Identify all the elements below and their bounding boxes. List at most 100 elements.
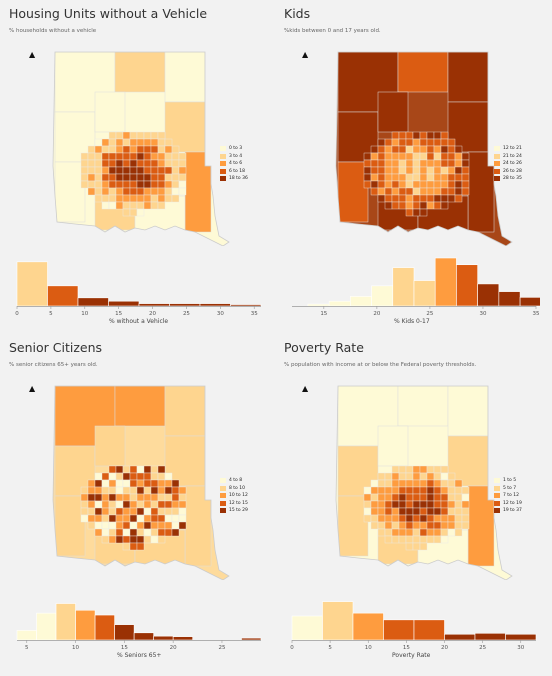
map-region[interactable] [115,479,124,488]
map-region[interactable] [122,166,131,175]
map-region[interactable] [391,152,400,161]
map-region[interactable] [419,208,428,217]
map-region[interactable] [426,486,435,495]
map-region[interactable] [405,152,414,161]
map-region[interactable] [122,528,131,537]
map-region[interactable] [419,500,428,509]
map-region[interactable] [80,507,89,516]
map-region[interactable] [143,507,152,516]
map-region[interactable] [94,180,103,189]
map-region[interactable] [101,479,110,488]
choropleth-map[interactable] [318,380,528,580]
map-region[interactable] [440,507,449,516]
map-region[interactable] [94,187,103,196]
map-region[interactable] [461,493,470,502]
map-region[interactable] [433,201,442,210]
map-region[interactable] [447,493,456,502]
map-region[interactable] [136,159,145,168]
map-region[interactable] [122,542,131,551]
map-region[interactable] [454,479,463,488]
map-region[interactable] [150,486,159,495]
map-region[interactable] [157,138,166,147]
map-region[interactable] [150,528,159,537]
map-region[interactable] [129,208,138,217]
map-region[interactable] [136,521,145,530]
map-region[interactable] [164,486,173,495]
map-region[interactable] [384,187,393,196]
map-region[interactable] [384,500,393,509]
map-region[interactable] [433,514,442,523]
map-region[interactable] [143,152,152,161]
map-region[interactable] [454,180,463,189]
map-region[interactable] [136,493,145,502]
map-region[interactable] [157,180,166,189]
map-region[interactable] [136,486,145,495]
map-region[interactable] [377,173,386,182]
map-region[interactable] [150,173,159,182]
map-region[interactable] [150,138,159,147]
map-region[interactable] [122,145,131,154]
map-region[interactable] [370,500,379,509]
map-region[interactable] [391,194,400,203]
map-region[interactable] [440,514,449,523]
map-region[interactable] [405,131,414,140]
map-region[interactable] [101,173,110,182]
map-region[interactable] [398,507,407,516]
choropleth-map[interactable] [318,46,528,246]
map-region[interactable] [440,465,449,474]
map-region[interactable] [426,465,435,474]
map-region[interactable] [398,535,407,544]
map-region[interactable] [440,493,449,502]
map-region[interactable] [80,514,89,523]
map-region[interactable] [87,521,96,530]
map-region[interactable] [377,152,386,161]
map-region[interactable] [447,52,489,103]
map-region[interactable] [440,528,449,537]
map-region[interactable] [101,528,110,537]
map-region[interactable] [412,542,421,551]
map-region[interactable] [122,159,131,168]
map-region[interactable] [426,521,435,530]
map-region[interactable] [461,514,470,523]
map-region[interactable] [150,180,159,189]
map-region[interactable] [447,187,456,196]
map-region[interactable] [412,500,421,509]
map-region[interactable] [412,159,421,168]
map-region[interactable] [101,535,110,544]
map-region[interactable] [171,521,180,530]
map-region[interactable] [178,486,187,495]
map-region[interactable] [398,138,407,147]
map-region[interactable] [426,152,435,161]
map-region[interactable] [122,493,131,502]
map-region[interactable] [115,528,124,537]
map-region[interactable] [405,173,414,182]
map-region[interactable] [454,173,463,182]
map-region[interactable] [419,542,428,551]
map-region[interactable] [157,535,166,544]
map-region[interactable] [377,521,386,530]
map-region[interactable] [426,138,435,147]
map-region[interactable] [433,500,442,509]
map-region[interactable] [370,180,379,189]
map-region[interactable] [454,493,463,502]
map-region[interactable] [412,152,421,161]
map-region[interactable] [363,173,372,182]
map-region[interactable] [447,180,456,189]
map-region[interactable] [433,535,442,544]
map-region[interactable] [384,201,393,210]
map-region[interactable] [419,528,428,537]
map-region[interactable] [157,493,166,502]
map-region[interactable] [108,535,117,544]
map-region[interactable] [143,187,152,196]
map-region[interactable] [433,131,442,140]
map-region[interactable] [87,486,96,495]
map-region[interactable] [391,159,400,168]
map-region[interactable] [136,500,145,509]
map-region[interactable] [157,479,166,488]
map-region[interactable] [433,145,442,154]
map-region[interactable] [129,500,138,509]
map-region[interactable] [433,180,442,189]
map-region[interactable] [129,138,138,147]
map-region[interactable] [391,187,400,196]
map-region[interactable] [370,507,379,516]
